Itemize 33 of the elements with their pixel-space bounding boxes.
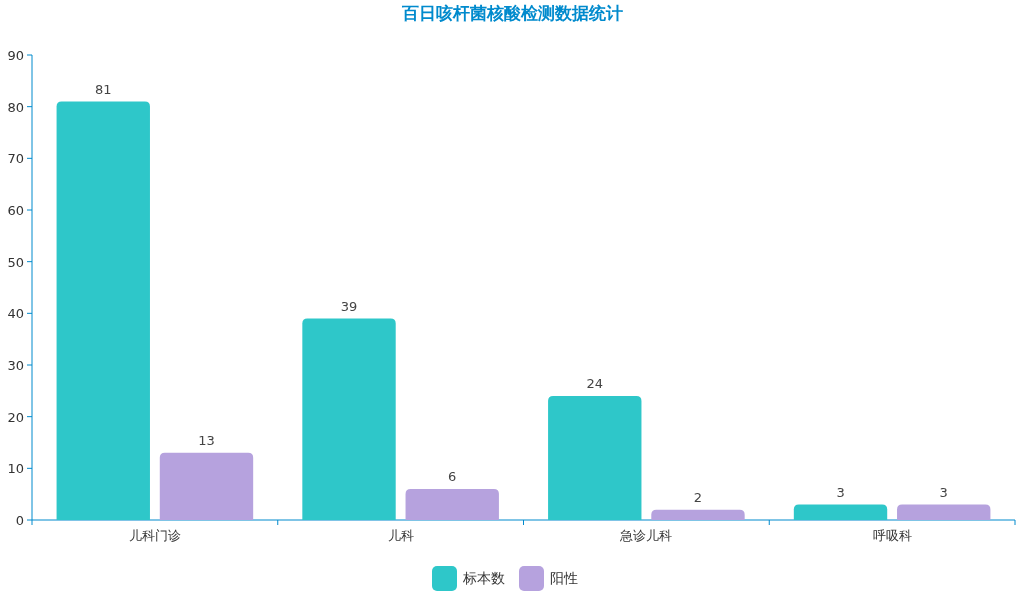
data-label: 3 [939, 484, 948, 500]
bar [548, 396, 642, 520]
data-label: 39 [340, 298, 358, 314]
y-tick-label: 10 [7, 461, 24, 477]
y-tick-label: 30 [7, 358, 24, 373]
y-tick-label: 20 [7, 409, 24, 425]
y-tick-label: 80 [7, 99, 24, 115]
x-tick-label: 儿科门诊 [128, 528, 181, 543]
bar [56, 101, 150, 520]
data-label: 81 [94, 81, 112, 97]
legend-label: 阳性 [550, 570, 578, 586]
data-label: 24 [586, 376, 604, 391]
data-label: 6 [448, 469, 457, 484]
chart-title: 百日咳杆菌核酸检测数据统计 [400, 3, 623, 23]
bar [159, 452, 254, 520]
bar [405, 489, 499, 520]
y-tick-label: 70 [7, 151, 24, 167]
y-tick-label: 60 [7, 203, 24, 218]
y-tick-label: 50 [7, 254, 24, 270]
y-tick-label: 0 [15, 513, 24, 528]
data-label: 3 [836, 484, 845, 500]
bar [897, 504, 991, 520]
data-label: 2 [693, 489, 703, 505]
y-tick-label: 90 [7, 48, 24, 63]
x-tick-label: 急诊儿科 [619, 528, 673, 543]
legend-label: 标本数 [462, 570, 505, 586]
data-label: 13 [198, 432, 215, 448]
y-tick-label: 40 [7, 306, 24, 322]
bar [302, 318, 396, 520]
x-tick-label: 儿科 [387, 528, 414, 543]
x-tick-label: 呼吸科 [872, 528, 912, 543]
bar [651, 509, 745, 520]
bar [793, 504, 888, 520]
